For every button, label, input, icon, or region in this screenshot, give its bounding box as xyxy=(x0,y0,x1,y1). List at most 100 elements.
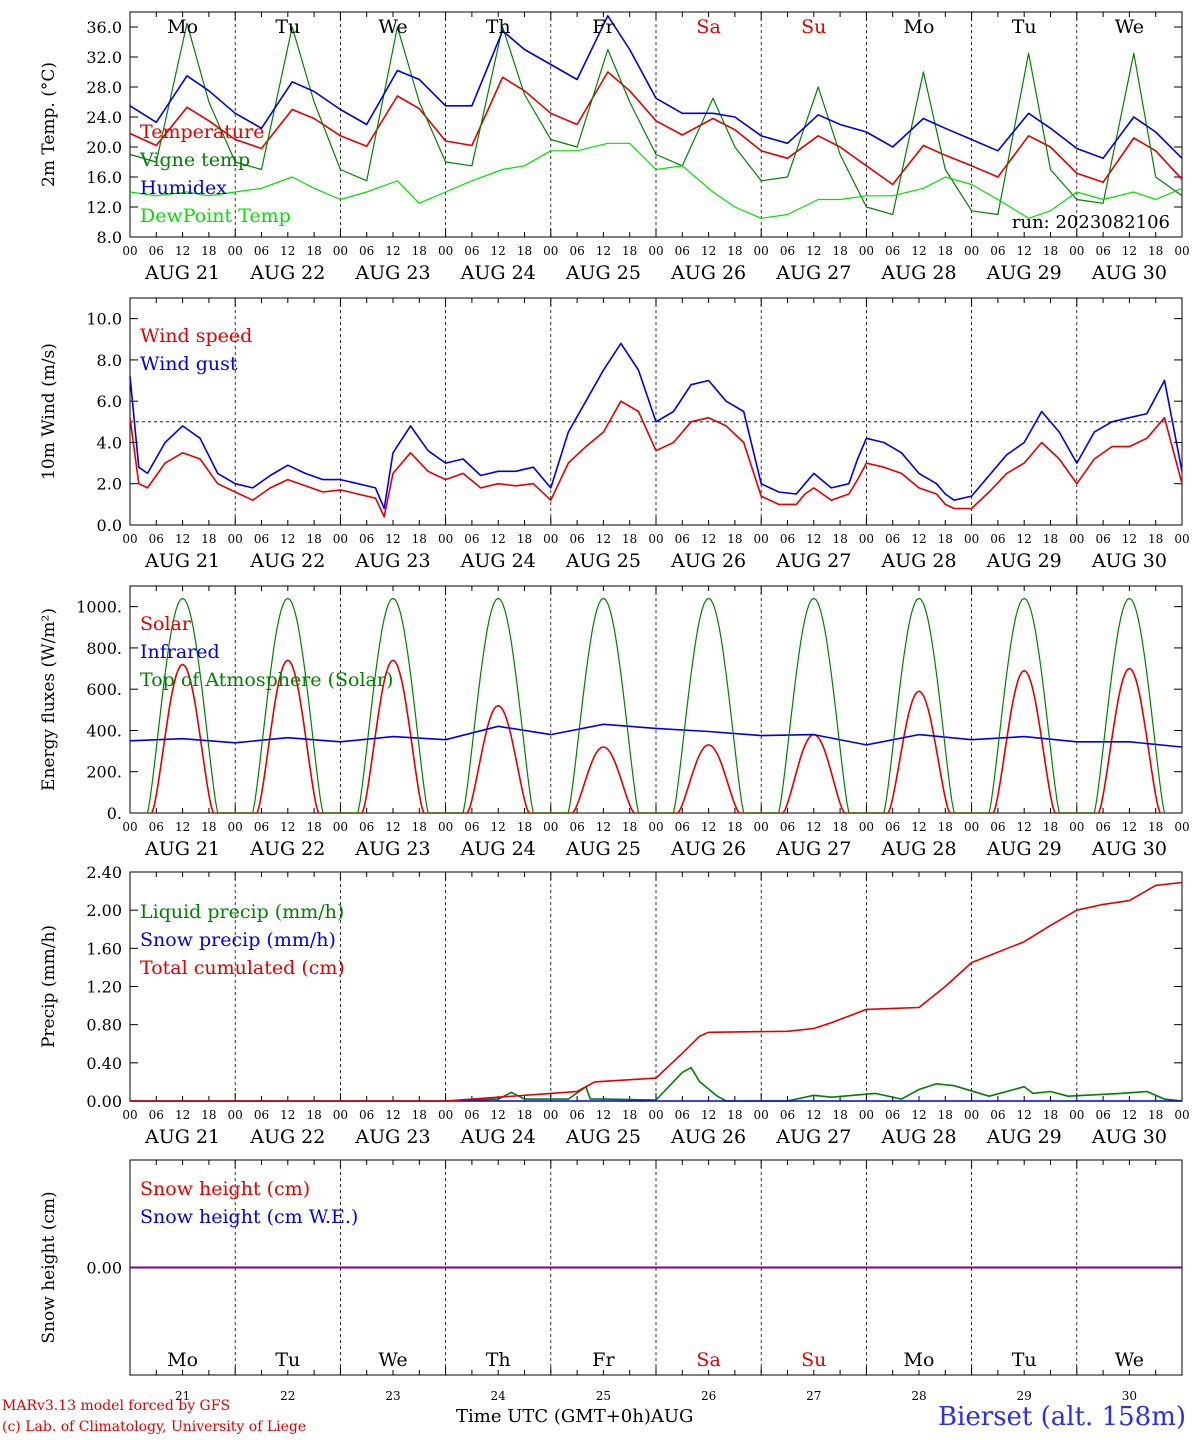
hour-tick-label: 12 xyxy=(1122,532,1137,546)
hour-tick-label: 00 xyxy=(964,244,979,258)
hour-tick-label: 18 xyxy=(517,244,532,258)
date-label: AUG 21 xyxy=(144,550,220,572)
date-label: AUG 24 xyxy=(460,262,536,284)
legend-entry: Infrared xyxy=(140,641,220,663)
weekday-label-bottom: We xyxy=(1115,1349,1144,1371)
run-label: run: 2023082106 xyxy=(1012,212,1170,233)
lab-credit: (c) Lab. of Climatology, University of L… xyxy=(2,1419,307,1435)
hour-tick-label: 12 xyxy=(491,244,506,258)
hour-tick-label: 00 xyxy=(648,1108,663,1122)
hour-tick-label: 06 xyxy=(990,244,1005,258)
date-label: AUG 27 xyxy=(775,262,851,284)
hour-tick-label: 18 xyxy=(727,1108,742,1122)
hour-tick-label: 06 xyxy=(885,244,900,258)
y-tick-label: 8.0 xyxy=(97,351,122,370)
day-number-label: 28 xyxy=(911,1389,926,1403)
hour-tick-label: 00 xyxy=(543,1108,558,1122)
y-tick-label: 0.80 xyxy=(86,1016,122,1035)
hour-tick-label: 06 xyxy=(254,532,269,546)
hour-tick-label: 06 xyxy=(359,1108,374,1122)
y-tick-label: 36.0 xyxy=(86,18,122,37)
hour-tick-label: 00 xyxy=(754,1108,769,1122)
hour-tick-label: 12 xyxy=(491,532,506,546)
hour-tick-label: 12 xyxy=(491,1108,506,1122)
hour-tick-label: 12 xyxy=(175,532,190,546)
hour-tick-label: 12 xyxy=(701,820,716,834)
hour-tick-label: 12 xyxy=(911,244,926,258)
hour-tick-label: 18 xyxy=(412,1108,427,1122)
hour-tick-label: 06 xyxy=(149,532,164,546)
hour-tick-label: 06 xyxy=(569,244,584,258)
hour-tick-label: 18 xyxy=(201,532,216,546)
hour-tick-label: 18 xyxy=(412,244,427,258)
hour-tick-label: 12 xyxy=(385,1108,400,1122)
weekday-label-top: Su xyxy=(801,16,826,38)
legend-entry: Solar xyxy=(140,613,192,635)
date-label: AUG 22 xyxy=(249,1126,325,1148)
hour-tick-label: 18 xyxy=(1043,244,1058,258)
hour-tick-label: 00 xyxy=(228,532,243,546)
day-number-label: 29 xyxy=(1017,1389,1032,1403)
weekday-label-bottom: We xyxy=(378,1349,407,1371)
y-tick-label: 0.0 xyxy=(97,516,122,535)
hour-tick-label: 18 xyxy=(832,244,847,258)
y-tick-label: 8.0 xyxy=(97,228,122,247)
y-axis-title: Snow height (cm) xyxy=(39,1191,59,1343)
y-tick-label: 6.0 xyxy=(97,392,122,411)
hour-tick-label: 00 xyxy=(754,532,769,546)
weekday-label-bottom: Mo xyxy=(167,1349,198,1371)
y-tick-label: 0.00 xyxy=(86,1092,122,1111)
date-label: AUG 30 xyxy=(1091,262,1167,284)
hour-tick-label: 06 xyxy=(359,244,374,258)
hour-tick-label: 12 xyxy=(280,532,295,546)
hour-tick-label: 00 xyxy=(648,532,663,546)
date-label: AUG 24 xyxy=(460,1126,536,1148)
hour-tick-label: 06 xyxy=(359,820,374,834)
hour-tick-label: 00 xyxy=(964,532,979,546)
y-tick-label: 4.0 xyxy=(97,433,122,452)
weekday-label-top: Sa xyxy=(696,16,720,38)
weekday-label-top: We xyxy=(1115,16,1144,38)
hour-tick-label: 18 xyxy=(832,1108,847,1122)
hour-tick-label: 00 xyxy=(333,1108,348,1122)
hour-tick-label: 18 xyxy=(201,244,216,258)
hour-tick-label: 12 xyxy=(701,244,716,258)
hour-tick-label: 18 xyxy=(938,1108,953,1122)
y-axis-title: 10m Wind (m/s) xyxy=(39,343,59,480)
hour-tick-label: 00 xyxy=(122,820,137,834)
hour-tick-label: 00 xyxy=(964,1108,979,1122)
legend-entry: Humidex xyxy=(140,177,227,199)
hour-tick-label: 12 xyxy=(596,1108,611,1122)
hour-tick-label: 18 xyxy=(1148,1108,1163,1122)
hour-tick-label: 06 xyxy=(149,820,164,834)
day-number-label: 24 xyxy=(491,1389,507,1403)
weekday-label-top: Tu xyxy=(1012,16,1037,38)
y-tick-label: 28.0 xyxy=(86,78,122,97)
date-label: AUG 25 xyxy=(565,838,641,860)
hour-tick-label: 18 xyxy=(727,820,742,834)
hour-tick-label: 00 xyxy=(1069,532,1084,546)
date-label: AUG 30 xyxy=(1091,838,1167,860)
hour-tick-label: 00 xyxy=(859,244,874,258)
weekday-label-top: Mo xyxy=(167,16,198,38)
hour-tick-label: 12 xyxy=(1017,820,1032,834)
date-label: AUG 29 xyxy=(986,262,1062,284)
hour-tick-label: 12 xyxy=(1017,532,1032,546)
y-tick-label: 0.40 xyxy=(86,1054,122,1073)
hour-tick-label: 06 xyxy=(254,820,269,834)
weekday-label-bottom: Mo xyxy=(904,1349,935,1371)
weekday-label-bottom: Sa xyxy=(696,1349,720,1371)
hour-tick-label: 06 xyxy=(1095,1108,1110,1122)
hour-tick-label: 06 xyxy=(780,244,795,258)
hour-tick-label: 12 xyxy=(596,244,611,258)
hour-tick-label: 12 xyxy=(911,820,926,834)
date-label: AUG 30 xyxy=(1091,1126,1167,1148)
hour-tick-label: 00 xyxy=(1174,820,1189,834)
hour-tick-label: 06 xyxy=(990,820,1005,834)
date-label: AUG 25 xyxy=(565,1126,641,1148)
hour-tick-label: 00 xyxy=(122,1108,137,1122)
date-label: AUG 28 xyxy=(880,262,956,284)
hour-tick-label: 00 xyxy=(122,244,137,258)
series-line-vigne-temp xyxy=(129,22,1183,216)
hour-tick-label: 00 xyxy=(333,820,348,834)
